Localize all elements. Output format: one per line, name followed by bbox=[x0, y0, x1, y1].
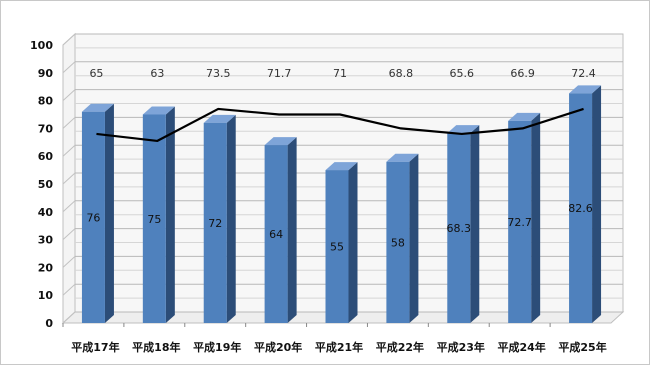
bar-side bbox=[409, 153, 419, 323]
bar-data-label: 72.7 bbox=[507, 216, 532, 229]
gridline-side bbox=[62, 33, 76, 46]
bar-top bbox=[325, 162, 358, 171]
line-data-label: 63 bbox=[150, 67, 164, 80]
y-tick-label: 0 bbox=[45, 317, 53, 330]
gridline-side bbox=[62, 311, 76, 324]
bar bbox=[386, 153, 419, 323]
y-tick-label: 50 bbox=[38, 178, 54, 191]
gridline-side bbox=[62, 256, 76, 268]
x-category-label: 平成19年 bbox=[193, 340, 241, 354]
gridline-side bbox=[62, 172, 76, 185]
x-category-label: 平成23年 bbox=[437, 340, 485, 354]
bar-top bbox=[447, 125, 480, 134]
bar bbox=[508, 112, 541, 323]
bar-top bbox=[142, 106, 175, 115]
y-tick-label: 90 bbox=[38, 67, 54, 80]
line-data-label: 68.8 bbox=[389, 67, 414, 80]
bar-side bbox=[470, 125, 480, 323]
y-tick-label: 20 bbox=[38, 261, 54, 274]
bar-side bbox=[226, 114, 236, 323]
x-category-label: 平成21年 bbox=[315, 340, 363, 354]
line-data-label: 65.6 bbox=[450, 67, 475, 80]
series-line bbox=[96, 107, 584, 143]
gridline-side bbox=[62, 61, 76, 74]
x-category-label: 平成18年 bbox=[132, 340, 180, 354]
y-axis-ticks: 0 10 20 30 40 50 60 70 80 90 100 bbox=[30, 39, 53, 330]
bar-top bbox=[508, 112, 541, 121]
bar-front bbox=[569, 93, 593, 323]
bar-front bbox=[325, 170, 349, 323]
y-tick-label: 100 bbox=[30, 39, 53, 52]
bar-top bbox=[203, 114, 236, 123]
x-category-label: 平成25年 bbox=[558, 340, 606, 354]
bar-front bbox=[203, 122, 227, 323]
bar-data-label: 75 bbox=[147, 213, 161, 226]
y-tick-label: 80 bbox=[38, 95, 54, 108]
line-series bbox=[96, 107, 584, 143]
line-data-label: 72.4 bbox=[571, 67, 596, 80]
bar-data-label: 55 bbox=[330, 241, 344, 254]
bar-top bbox=[569, 85, 602, 94]
gridline-side bbox=[62, 200, 76, 213]
bar-front bbox=[264, 145, 288, 323]
x-axis-categories: 平成17年 平成18年 平成19年 平成20年 平成21年 平成22年 平成23年 平成24年… bbox=[62, 323, 607, 354]
bar bbox=[264, 137, 297, 323]
bar-side bbox=[165, 106, 175, 323]
bar-side bbox=[531, 112, 541, 323]
bar-data-label: 82.6 bbox=[568, 202, 593, 215]
bar-side bbox=[287, 137, 297, 323]
bar-front bbox=[142, 114, 166, 323]
gridline-side bbox=[62, 228, 76, 240]
bar-data-label: 76 bbox=[86, 211, 100, 224]
x-category-label: 平成20年 bbox=[254, 340, 302, 354]
bar-front bbox=[386, 161, 410, 323]
gridline-side bbox=[62, 89, 76, 101]
y-tick-label: 70 bbox=[38, 122, 54, 135]
bar-data-label: 72 bbox=[208, 217, 222, 230]
line-data-label: 65 bbox=[89, 67, 103, 80]
gridline-side bbox=[62, 283, 76, 296]
x-category-label: 平成17年 bbox=[71, 340, 119, 354]
bar-data-label: 68.3 bbox=[447, 222, 472, 235]
data-labels: 76 65 75 63 72 73.5 64 71.7 55 71 58 68.8 68.3 65.6 72… bbox=[86, 67, 595, 254]
y-tick-label: 60 bbox=[38, 150, 54, 163]
gridline-side bbox=[62, 117, 76, 129]
y-tick-label: 40 bbox=[38, 206, 54, 219]
bar bbox=[142, 106, 175, 323]
bar-front bbox=[508, 120, 532, 323]
bar-side bbox=[104, 103, 114, 323]
bar bbox=[447, 125, 480, 323]
bar-side bbox=[592, 85, 602, 323]
bar-top bbox=[386, 153, 419, 162]
bar-front bbox=[81, 111, 105, 323]
bar-data-label: 64 bbox=[269, 228, 283, 241]
bar-side bbox=[348, 162, 358, 323]
bar-top bbox=[264, 137, 297, 146]
bar-series bbox=[81, 85, 602, 323]
y-tick-label: 10 bbox=[38, 289, 54, 302]
bar-top bbox=[81, 103, 114, 112]
bar bbox=[325, 162, 358, 323]
line-data-label: 71 bbox=[333, 67, 347, 80]
bar bbox=[81, 103, 114, 323]
y-tick-label: 30 bbox=[38, 234, 54, 247]
gridline-side bbox=[62, 144, 76, 157]
line-data-label: 66.9 bbox=[510, 67, 535, 80]
bar bbox=[569, 85, 602, 323]
x-category-label: 平成24年 bbox=[498, 340, 546, 354]
bar bbox=[203, 114, 236, 323]
bar-data-label: 58 bbox=[391, 236, 405, 249]
line-data-label: 73.5 bbox=[206, 67, 231, 80]
bar-front bbox=[447, 133, 471, 323]
x-category-label: 平成22年 bbox=[376, 340, 424, 354]
line-data-label: 71.7 bbox=[267, 67, 292, 80]
